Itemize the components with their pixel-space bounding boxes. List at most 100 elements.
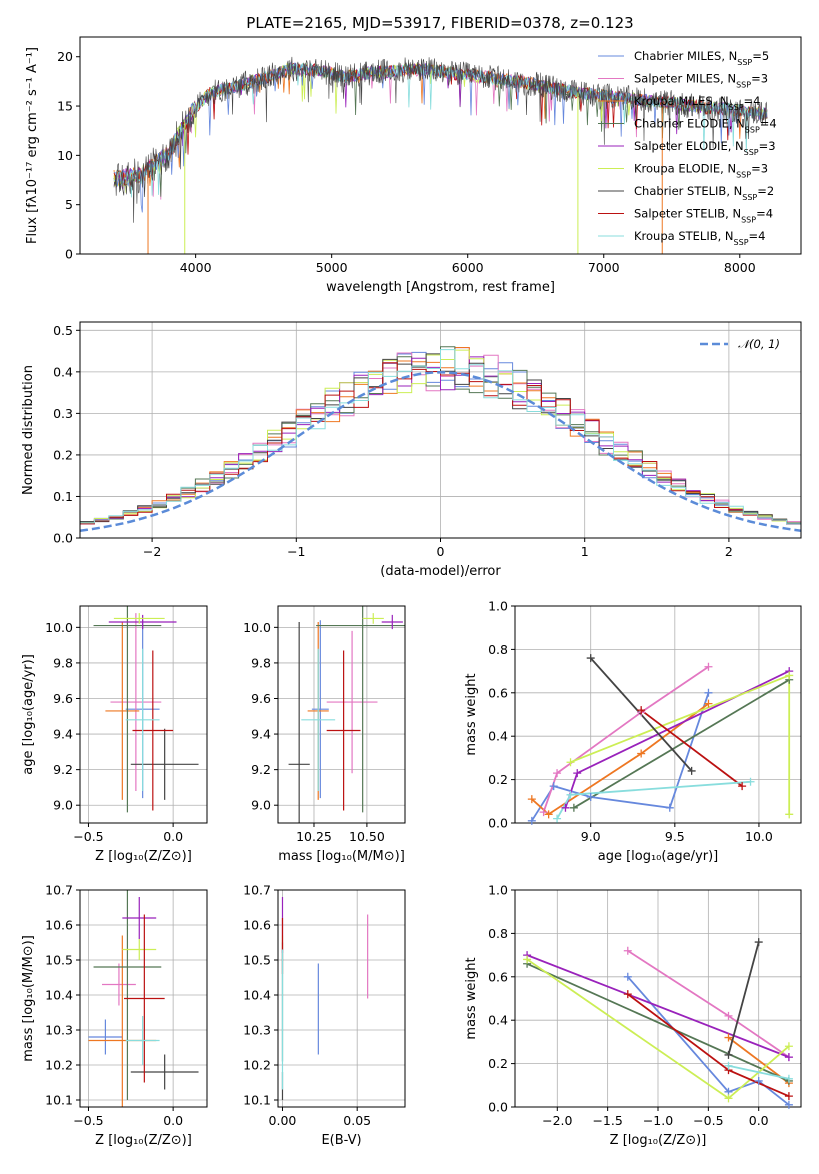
weight_vs_age-point-marker xyxy=(637,706,646,715)
spectrum-panel: 4000 5000 6000 7000 8000 0 5 10 15 20 wavelength [… xyxy=(25,36,802,295)
spectrum-xtick-label: 8000 xyxy=(724,260,756,275)
spectrum-xtick-label: 6000 xyxy=(452,260,484,275)
mass_vs_EBV-ytick-label: 10.7 xyxy=(243,883,271,898)
age_vs_Z-ytick-label: 9.2 xyxy=(53,762,73,777)
figure-title: PLATE=2165, MJD=53917, FIBERID=0378, z=0… xyxy=(246,14,633,32)
age_vs_Z-ytick-label: 9.0 xyxy=(53,798,73,813)
residuals-ytick-label: 0.0 xyxy=(53,531,73,546)
residuals-ylabel: Normed distribution xyxy=(21,365,36,495)
spectrum-ytick-label: 5 xyxy=(65,197,73,212)
weight_vs_age-point-marker xyxy=(687,766,696,775)
weight_vs_Z-series-line xyxy=(526,954,790,1058)
age_vs_Z-ytick-label: 9.6 xyxy=(53,691,73,706)
mass_vs_Z-panel: −0.5 0.0 10.1 10.2 10.3 10.4 10.5 10.6 10.7 Z [lo… xyxy=(21,883,208,1148)
age_vs_mass-ytick-label: 10.0 xyxy=(243,620,271,635)
mass_vs_Z-xlabel: Z [log₁₀(Z/Z⊙)] xyxy=(95,1133,192,1148)
weight_vs_Z-point-marker xyxy=(623,972,632,981)
mass_vs_EBV-xtick-label: 0.05 xyxy=(343,1113,371,1128)
mass_vs_Z-ytick-label: 10.2 xyxy=(45,1058,73,1073)
mass_vs_EBV-xlabel: E(B-V) xyxy=(321,1133,361,1148)
weight_vs_age-point-marker xyxy=(566,758,575,767)
weight_vs_age-point-marker xyxy=(704,662,713,671)
residuals-ytick-label: 0.2 xyxy=(53,447,73,462)
weight_vs_age-point-marker xyxy=(586,792,595,801)
age_vs_Z-xtick-label: 0.0 xyxy=(163,829,183,844)
residuals-xtick-label: 2 xyxy=(725,544,733,559)
weight_vs_age-point-marker xyxy=(527,816,536,825)
mass_vs_EBV-ytick-label: 10.1 xyxy=(243,1093,271,1108)
residuals-xtick-label: 0 xyxy=(437,544,445,559)
weight_vs_Z-ytick-label: 1.0 xyxy=(488,883,508,898)
residuals-ytick-label: 0.3 xyxy=(53,406,73,421)
mass_vs_EBV-ytick-label: 10.5 xyxy=(243,953,271,968)
weight_vs_Z-point-marker xyxy=(724,1011,733,1020)
weight_vs_age-series-line xyxy=(640,709,743,787)
weight_vs_age-point-marker xyxy=(566,790,575,799)
weight_vs_Z-point-marker xyxy=(623,946,632,955)
weight_vs_Z-point-marker xyxy=(754,938,763,947)
age_vs_mass-grid xyxy=(278,606,405,823)
weight_vs_age-series-line xyxy=(573,679,790,809)
weight_vs_age-ytick-label: 0.4 xyxy=(488,729,508,744)
spectrum-series-line xyxy=(113,56,768,223)
mass_vs_Z-ytick-label: 10.5 xyxy=(45,953,73,968)
age_vs_mass-panel: 10.25 10.50 9.0 9.2 9.4 9.6 9.8 10.0 mass [log₁₀… xyxy=(243,605,406,864)
weight_vs_age-grid xyxy=(515,605,801,824)
weight_vs_age-point-marker xyxy=(704,688,713,697)
age_vs_mass-ytick-label: 9.2 xyxy=(251,762,271,777)
age_vs_Z-ytick-label: 9.8 xyxy=(53,655,73,670)
spectrum-plot-area xyxy=(113,56,768,254)
mass_vs_EBV-ytick-label: 10.6 xyxy=(243,918,271,933)
residuals-xtick-label: −2 xyxy=(143,544,161,559)
gaussian-curve xyxy=(80,371,801,532)
spectrum-ytick-label: 10 xyxy=(57,148,73,163)
age_vs_Z-ytick-label: 9.4 xyxy=(53,727,73,742)
weight_vs_age-xtick-label: 9.5 xyxy=(665,829,685,844)
weight_vs_Z-point-marker xyxy=(724,1061,733,1070)
weight_vs_Z-point-marker xyxy=(784,1042,793,1051)
weight_vs_Z-point-marker xyxy=(724,1033,733,1042)
spectrum-legend-label: Chabrier ELODIE, NSSP=4 xyxy=(634,117,777,135)
weight_vs_age-point-marker xyxy=(549,782,558,791)
spectrum-xtick-label: 5000 xyxy=(316,260,348,275)
residuals-ytick-label: 0.1 xyxy=(53,489,73,504)
weight_vs_age-ylabel: mass weight xyxy=(464,673,479,755)
weight_vs_age-ytick-label: 0.8 xyxy=(488,642,508,657)
spectrum-legend-label: Chabrier STELIB, NSSP=2 xyxy=(634,184,774,202)
weight_vs_age-point-marker xyxy=(553,814,562,823)
age_vs_Z-ytick-label: 10.0 xyxy=(45,620,73,635)
residuals-xlabel: (data-model)/error xyxy=(380,564,501,579)
mass_vs_EBV-grid xyxy=(278,889,405,1107)
residuals-xtick-label: −1 xyxy=(287,544,305,559)
spectrum-legend-label: Salpeter ELODIE, NSSP=3 xyxy=(634,139,776,157)
weight_vs_age-point-marker xyxy=(637,749,646,758)
mass_vs_Z-xtick-label: 0.0 xyxy=(163,1113,183,1128)
spectrum-legend-label: Salpeter MILES, NSSP=3 xyxy=(634,72,768,90)
mass_vs_Z-xtick-label: −0.5 xyxy=(73,1113,103,1128)
weight_vs_Z-panel: −2.0 −1.5 −1.0 −0.5 0.0 0.0 0.2 0.4 0.6 0.8 1.0 Z [… xyxy=(464,883,802,1148)
weight_vs_Z-ylabel: mass weight xyxy=(464,957,479,1039)
weight_vs_age-ytick-label: 0.2 xyxy=(488,772,508,787)
spectrum-legend-label: Salpeter STELIB, NSSP=4 xyxy=(634,207,773,225)
mass_vs_EBV-panel: 0.00 0.05 10.1 10.2 10.3 10.4 10.5 10.6 10.7 E(B-… xyxy=(243,883,406,1148)
weight_vs_age-point-marker xyxy=(544,810,553,819)
weight_vs_Z-point-marker xyxy=(623,990,632,999)
age_vs_Z-plot-area xyxy=(93,606,199,813)
weight_vs_Z-xtick-label: −1.5 xyxy=(592,1113,622,1128)
weight_vs_age-xlabel: age [log₁₀(age/yr)] xyxy=(598,849,719,864)
spectrum-ytick-label: 0 xyxy=(65,247,73,262)
weight_vs_Z-ytick-label: 0.8 xyxy=(488,926,508,941)
residuals-ytick-label: 0.5 xyxy=(53,323,73,338)
weight_vs_age-point-marker xyxy=(785,810,794,819)
weight_vs_age-point-marker xyxy=(539,808,548,817)
residuals-xtick-label: 1 xyxy=(581,544,589,559)
residual-histogram-step xyxy=(80,349,801,525)
weight_vs_Z-xtick-label: −2.0 xyxy=(542,1113,572,1128)
weight_vs_Z-ytick-label: 0.6 xyxy=(488,969,508,984)
weight_vs_age-xtick-label: 9.0 xyxy=(581,829,601,844)
weight_vs_age-panel: 9.0 9.5 10.0 0.0 0.2 0.4 0.6 0.8 1.0 age [log₁₀(a… xyxy=(464,599,802,864)
spectrum-xlabel: wavelength [Angstrom, rest frame] xyxy=(326,280,555,295)
spectrum-xtick-label: 4000 xyxy=(180,260,212,275)
weight_vs_Z-series-line xyxy=(728,1064,790,1080)
